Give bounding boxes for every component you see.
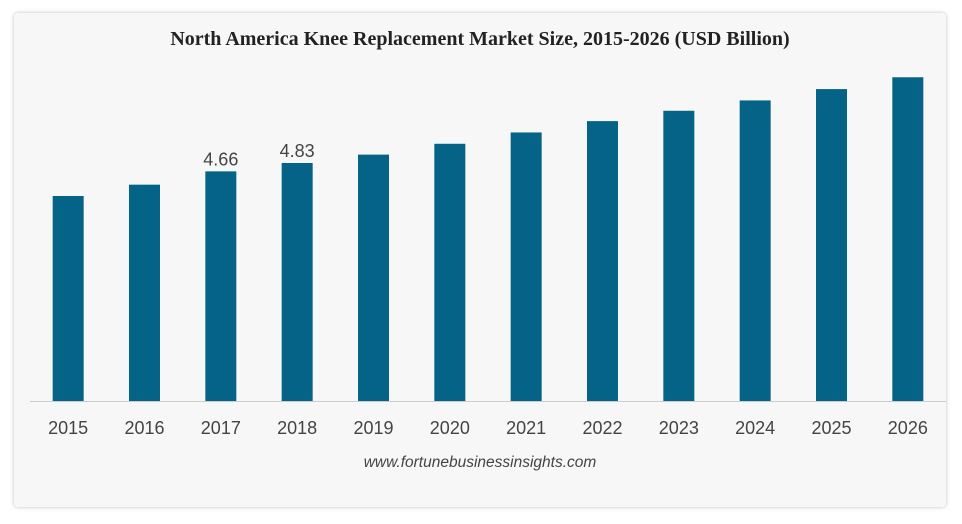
x-tick-label: 2016 xyxy=(124,418,164,438)
x-tick-label: 2015 xyxy=(48,418,88,438)
bar-2024[interactable] xyxy=(739,100,771,401)
bar-2019[interactable] xyxy=(358,154,389,401)
x-tick-label: 2017 xyxy=(201,418,241,438)
x-tick-label: 2023 xyxy=(659,418,699,438)
bar-2023[interactable] xyxy=(663,110,695,401)
x-tick-label: 2025 xyxy=(811,418,851,438)
bar-2015[interactable] xyxy=(52,196,84,401)
bar-2022[interactable] xyxy=(587,121,618,402)
bar-2017[interactable] xyxy=(205,171,237,401)
data-label: 4.66 xyxy=(203,149,238,169)
x-tick-label: 2019 xyxy=(353,418,393,438)
x-tick-label: 2026 xyxy=(888,418,928,438)
x-tick-label: 2022 xyxy=(582,418,622,438)
bar-2026[interactable] xyxy=(892,77,924,402)
chart-title: North America Knee Replacement Market Si… xyxy=(170,28,790,50)
chart-card: North America Knee Replacement Market Si… xyxy=(14,13,946,507)
x-tick-label: 2018 xyxy=(277,418,317,438)
bar-2016[interactable] xyxy=(129,184,160,401)
bar-chart: 2015 2016 2017 4.66 2018 4.83 2019 2020 2021 2022… xyxy=(30,77,946,438)
bar-2020[interactable] xyxy=(434,143,466,402)
x-tick-label: 2024 xyxy=(735,418,775,438)
bar-2018[interactable] xyxy=(281,163,313,401)
source-url: www.fortunebusinessinsights.com xyxy=(363,454,597,471)
bar-2021[interactable] xyxy=(510,132,542,401)
data-label: 4.83 xyxy=(280,141,315,161)
bar-2025[interactable] xyxy=(816,89,847,401)
x-tick-label: 2020 xyxy=(430,418,470,438)
x-tick-label: 2021 xyxy=(506,418,546,438)
